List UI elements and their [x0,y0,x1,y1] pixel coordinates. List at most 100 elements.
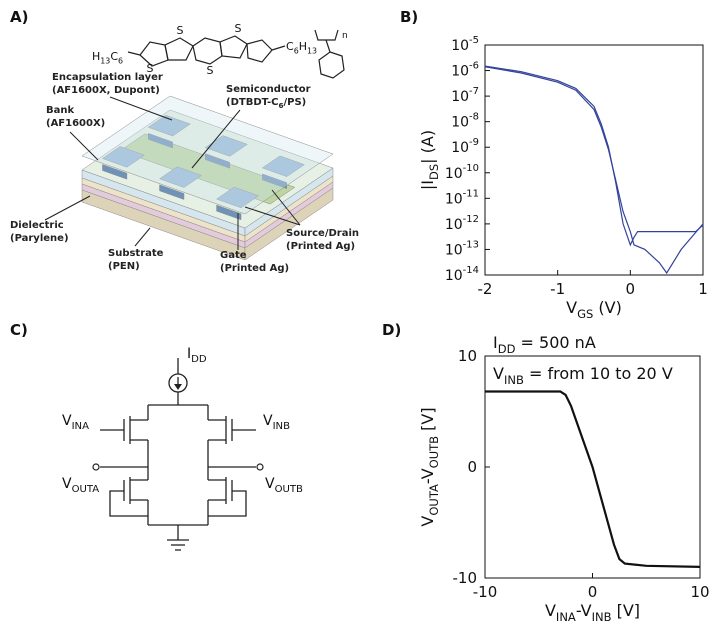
annotation: (AF1600X) [46,118,105,129]
y-tick-label: 0 [467,458,477,476]
y-tick-label: 10-14 [445,265,479,284]
atom-label: S [235,22,242,35]
text-part: (DTBDT-C [226,97,278,108]
text-part: 6 [118,56,123,65]
x-tick-label: -10 [473,583,498,601]
x-tick-label: 0 [588,583,598,601]
text-part: (V) [593,298,622,317]
tick-exponent: -9 [469,137,479,148]
text-part: -V [418,468,437,484]
annotation: Source/Drain [286,228,359,239]
text-part: INA [556,610,576,624]
tick-exponent: -6 [469,61,479,72]
text-part: OUTB [427,436,441,469]
plot-frame [484,44,704,276]
text-part: H [299,40,307,53]
y-tick-label: 10-11 [445,188,479,207]
tick-base: 10 [451,140,469,156]
data-line [484,66,704,275]
layer [204,135,248,157]
tick-base: 10 [445,191,463,207]
atom-label: S [147,62,154,75]
annotation: Gate [220,250,247,261]
node-label: VOUTA [62,476,99,495]
tick-exponent: -14 [463,265,479,276]
annotation: Bank [46,105,74,116]
tick-base: 10 [445,268,463,284]
layer [262,173,288,189]
tick-base: 10 [451,115,469,131]
text-part: DD [191,354,207,365]
tick-exponent: -7 [469,86,479,97]
panel-letter: D) [382,321,401,339]
x-axis-label: VGS (V) [566,298,622,321]
tick-exponent: -8 [469,112,479,123]
x-tick-label: -1 [550,280,565,298]
layer [147,132,173,149]
text-part: = 500 nA [515,333,595,352]
annotation: (PEN) [108,261,140,272]
tick-exponent: -13 [463,239,479,250]
text-part: = from 10 to 20 V [524,364,673,383]
chain-label: C6H13 [286,40,317,55]
atom-label: S [207,64,214,77]
device-illustration [81,95,334,261]
text-part: I [187,346,191,362]
molecule [127,29,345,79]
data-line [484,65,704,247]
repeat-label: n [342,31,348,41]
layer [216,204,242,221]
tick-exponent: -10 [463,163,479,174]
tick-base: 10 [445,242,463,258]
text-part: INA [72,421,90,432]
text-part: GS [577,307,593,321]
x-axis-label: VINA-VINB [V] [545,601,640,624]
text-part: V [493,364,504,383]
tick-exponent: -12 [463,214,479,225]
data-line [485,390,701,568]
tick-base: 10 [445,217,463,233]
annotation: (AF1600X, Dupont) [52,85,160,96]
text-part: DD [498,342,516,356]
annotation: (Printed Ag) [286,241,355,252]
text-part: V [265,476,275,492]
text-part: V [62,476,72,492]
text-part: /PS) [283,97,306,108]
node-label: VINB [263,413,290,432]
y-tick-label: -10 [453,569,478,587]
layer [81,95,334,215]
node-label: IDD [187,346,207,365]
y-tick-label: 10-10 [445,163,479,182]
layer [101,146,146,168]
pointer-lines [44,96,301,250]
text-part: INB [592,610,612,624]
annotation: Encapsulation layer [52,72,163,83]
text-part: INB [504,373,524,387]
x-tick-label: -2 [478,280,493,298]
tick-exponent: -5 [469,35,479,46]
x-tick-label: 10 [690,583,709,601]
y-tick-label: 10-8 [451,112,479,131]
text-part: C [110,50,118,63]
annotation: IDD = 500 nA [493,333,596,356]
tick-base: 10 [451,64,469,80]
text-part: [V] [418,407,437,436]
text-part: 13 [307,46,317,55]
text-part: OUTB [275,484,303,495]
annotation: (Parylene) [10,233,69,244]
circuit [92,358,264,551]
text-part: DS [427,164,441,180]
layer [147,115,191,137]
text-part: I [493,333,498,352]
panel-letter: B) [400,8,418,26]
text-part: INB [273,421,291,432]
node-label: VOUTB [265,476,303,495]
layer [102,164,128,180]
y-tick-label: 10 [458,347,477,365]
tick-exponent: -11 [463,188,479,199]
text-part: V [418,516,437,527]
text-part: V [566,298,577,317]
panel-letter: A) [10,8,28,26]
y-tick-label: 10-13 [445,239,479,258]
